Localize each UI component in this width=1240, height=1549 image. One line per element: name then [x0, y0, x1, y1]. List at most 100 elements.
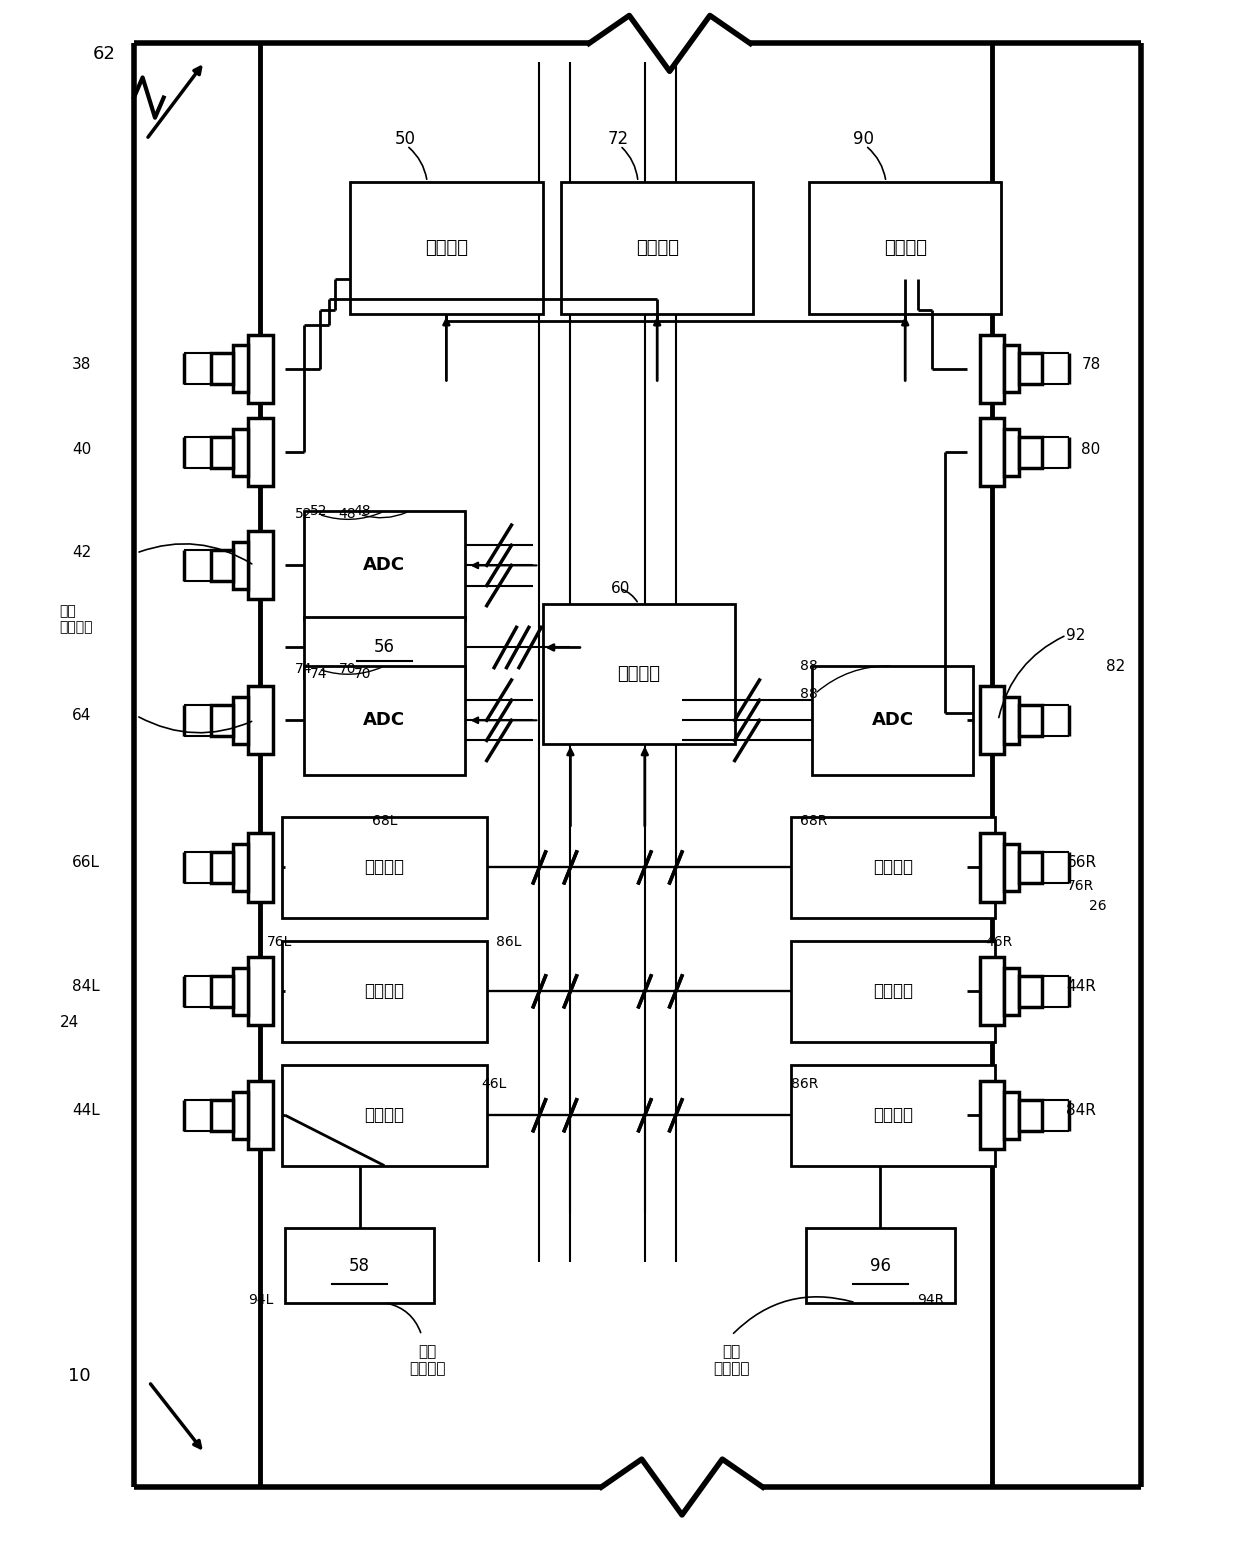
Text: 52: 52: [310, 503, 327, 519]
Text: 66L: 66L: [72, 855, 100, 871]
Bar: [211, 353, 233, 384]
Bar: [1004, 345, 1019, 392]
Text: 38: 38: [72, 356, 92, 372]
Text: 92: 92: [1066, 627, 1086, 643]
Text: 68L: 68L: [372, 813, 398, 829]
Text: 76R: 76R: [1066, 878, 1094, 894]
Bar: [543, 604, 734, 744]
Text: 90: 90: [853, 130, 874, 149]
Bar: [211, 852, 233, 883]
Text: 74: 74: [295, 661, 312, 677]
Bar: [806, 1228, 955, 1303]
Text: 压力模块: 压力模块: [873, 1106, 913, 1125]
Bar: [211, 976, 233, 1007]
Bar: [1019, 976, 1042, 1007]
Text: 备用
压力模块: 备用 压力模块: [713, 1345, 750, 1376]
Text: 66R: 66R: [1066, 855, 1096, 871]
Text: ADC: ADC: [363, 556, 405, 575]
Text: 50: 50: [394, 130, 415, 149]
Text: ADC: ADC: [872, 711, 914, 730]
Text: 46L: 46L: [481, 1077, 506, 1092]
Bar: [304, 617, 465, 678]
Bar: [1004, 1092, 1019, 1139]
Bar: [233, 345, 248, 392]
Text: 48: 48: [339, 507, 356, 522]
Text: 备用
压力模块: 备用 压力模块: [60, 604, 93, 635]
Bar: [560, 183, 754, 314]
Text: 74: 74: [310, 666, 327, 682]
Bar: [248, 957, 273, 1025]
Bar: [281, 940, 486, 1041]
Text: 94L: 94L: [248, 1292, 273, 1307]
Text: 88: 88: [800, 658, 817, 674]
Bar: [1004, 844, 1019, 891]
Bar: [233, 429, 248, 476]
Text: 48: 48: [353, 503, 371, 519]
Bar: [211, 1100, 233, 1131]
Text: 接收系统: 接收系统: [636, 239, 678, 257]
Text: 60: 60: [611, 581, 631, 596]
Bar: [1019, 1100, 1042, 1131]
Bar: [248, 335, 273, 403]
Bar: [350, 183, 543, 314]
Text: 64: 64: [72, 708, 92, 723]
Text: ADC: ADC: [363, 711, 405, 730]
Text: 86R: 86R: [791, 1077, 818, 1092]
Bar: [248, 418, 273, 486]
Bar: [1019, 353, 1042, 384]
Bar: [980, 833, 1004, 902]
Bar: [211, 437, 233, 468]
Bar: [248, 686, 273, 754]
Text: 10: 10: [68, 1366, 91, 1385]
Text: 70: 70: [339, 661, 356, 677]
Bar: [1004, 429, 1019, 476]
Text: 62: 62: [93, 45, 115, 64]
Text: 备用
压力模块: 备用 压力模块: [409, 1345, 446, 1376]
Bar: [233, 968, 248, 1015]
Text: 56: 56: [374, 638, 394, 657]
Text: 52: 52: [295, 507, 312, 522]
Bar: [1004, 697, 1019, 744]
Text: 46R: 46R: [986, 934, 1013, 950]
Text: 84L: 84L: [72, 979, 99, 994]
Text: 42: 42: [72, 545, 92, 561]
Text: 72: 72: [608, 130, 629, 149]
Text: 24: 24: [60, 1015, 79, 1030]
Bar: [304, 666, 465, 774]
Text: 44L: 44L: [72, 1103, 99, 1118]
Text: 70: 70: [353, 666, 371, 682]
Text: 84R: 84R: [1066, 1103, 1096, 1118]
Bar: [1019, 852, 1042, 883]
Text: 40: 40: [72, 441, 92, 457]
Text: 86L: 86L: [496, 934, 522, 950]
Text: 82: 82: [1106, 658, 1126, 674]
Text: 76L: 76L: [267, 934, 291, 950]
Bar: [233, 697, 248, 744]
Text: 压力模块: 压力模块: [365, 858, 404, 877]
Bar: [281, 818, 486, 917]
Bar: [980, 418, 1004, 486]
Bar: [980, 957, 1004, 1025]
Text: 78: 78: [1081, 356, 1101, 372]
Bar: [233, 1092, 248, 1139]
Bar: [285, 1228, 434, 1303]
Bar: [281, 1066, 486, 1165]
Text: 94R: 94R: [918, 1292, 945, 1307]
Bar: [211, 550, 233, 581]
Bar: [791, 818, 994, 917]
Bar: [980, 335, 1004, 403]
Bar: [248, 1081, 273, 1149]
Bar: [1019, 705, 1042, 736]
Text: 80: 80: [1081, 441, 1101, 457]
Bar: [791, 940, 994, 1041]
Text: 58: 58: [350, 1256, 370, 1275]
Text: 接收系统: 接收系统: [425, 239, 467, 257]
Text: 压力模块: 压力模块: [873, 858, 913, 877]
Text: 26: 26: [1089, 898, 1106, 914]
Bar: [980, 1081, 1004, 1149]
Text: 44R: 44R: [1066, 979, 1096, 994]
Bar: [233, 542, 248, 589]
Text: 备用仪器: 备用仪器: [618, 665, 660, 683]
Text: 88: 88: [800, 686, 817, 702]
Bar: [808, 183, 1002, 314]
